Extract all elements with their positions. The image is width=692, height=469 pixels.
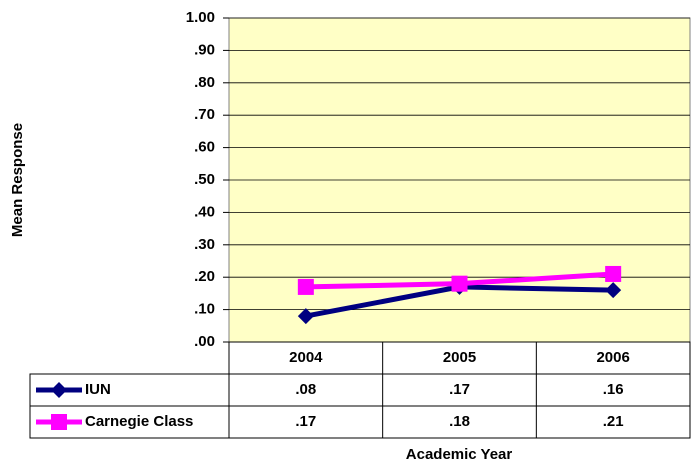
- marker: [605, 265, 622, 282]
- y-tick-label: .70: [194, 106, 215, 123]
- marker: [451, 275, 468, 292]
- marker: [297, 308, 314, 325]
- x-tick-label: 2004: [289, 349, 323, 366]
- marker: [51, 414, 67, 430]
- y-tick-label: .90: [194, 41, 215, 58]
- marker: [51, 382, 67, 398]
- y-axis-title: Mean Response: [9, 123, 26, 237]
- y-tick-label: .60: [194, 139, 215, 156]
- table-value: .16: [603, 381, 624, 398]
- table-value: .17: [295, 413, 316, 430]
- table-value: .21: [603, 413, 624, 430]
- marker: [297, 278, 314, 295]
- y-tick-label: .80: [194, 74, 215, 91]
- y-tick-label: .40: [194, 203, 215, 220]
- x-tick-label: 2005: [443, 349, 476, 366]
- legend-label: IUN: [85, 381, 111, 398]
- y-tick-label: .50: [194, 171, 215, 188]
- marker: [605, 282, 622, 299]
- x-axis-title: Academic Year: [406, 446, 513, 463]
- y-tick-label: .00: [194, 333, 215, 350]
- y-tick-label: .30: [194, 236, 215, 253]
- x-tick-label: 2006: [596, 349, 629, 366]
- y-tick-label: .10: [194, 301, 215, 318]
- table-value: .17: [449, 381, 470, 398]
- table-value: .08: [295, 381, 316, 398]
- table-value: .18: [449, 413, 470, 430]
- y-tick-label: 1.00: [186, 9, 215, 26]
- legend-label: Carnegie Class: [85, 413, 193, 430]
- y-tick-label: .20: [194, 268, 215, 285]
